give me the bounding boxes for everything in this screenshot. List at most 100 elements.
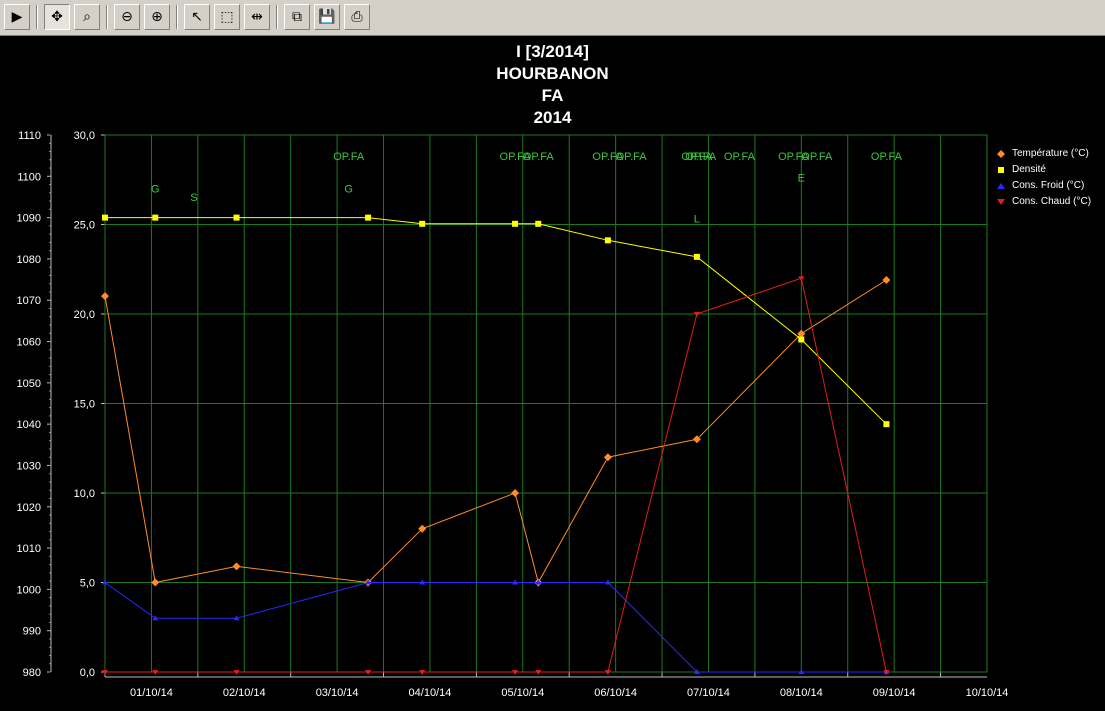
- annotation-label: OP.FA: [523, 151, 555, 163]
- data-point: [512, 579, 519, 585]
- data-point: [152, 670, 159, 675]
- data-point: [151, 578, 160, 587]
- data-point: [693, 253, 700, 260]
- toolbar-separator: [276, 5, 278, 29]
- toolbar-separator: [36, 5, 38, 29]
- copy-button[interactable]: ⧉: [284, 4, 310, 30]
- y-left-tick-label: 1060: [17, 337, 41, 349]
- legend-item-densite: Densité: [996, 162, 1104, 178]
- y-right-tick-label: 10,0: [74, 488, 95, 500]
- y-left-tick-label: 1010: [17, 543, 41, 555]
- y-left-tick-label: 1090: [17, 213, 41, 225]
- annotation-label: OP.FA: [724, 151, 756, 163]
- annotation-label: OP.FA: [333, 151, 365, 163]
- annotation-label: OP.FA: [616, 151, 648, 163]
- play-button[interactable]: ▶: [4, 4, 30, 30]
- y-right-tick-label: 25,0: [74, 220, 95, 232]
- annotation-label: OP.FA: [500, 151, 532, 163]
- annotation-label: OP.FA: [681, 151, 713, 163]
- dotted-rect-icon: ⬚: [220, 9, 234, 25]
- y-left-tick-label: 1110: [18, 130, 41, 142]
- zoom-area-icon: ⌕: [83, 9, 91, 25]
- legend-item-temperature: Température (°C): [996, 146, 1104, 162]
- annotation-label: G: [151, 183, 160, 195]
- legend-item-cons-froid: Cons. Froid (°C): [996, 178, 1104, 194]
- data-point: [798, 276, 805, 282]
- data-point: [512, 220, 519, 227]
- x-tick-label: 08/10/14: [780, 687, 823, 699]
- y-left-tick-label: 990: [23, 626, 41, 638]
- zoom-area-button[interactable]: ⌕: [74, 4, 100, 30]
- annotation-label: OP.FA: [778, 151, 810, 163]
- y-left-tick-label: 1070: [17, 295, 41, 307]
- data-point: [798, 669, 805, 674]
- data-point: [535, 579, 542, 585]
- data-point: [365, 670, 372, 675]
- x-tick-label: 10/10/14: [966, 687, 1009, 699]
- annotation-label: G: [344, 183, 353, 195]
- data-point: [535, 220, 542, 227]
- data-point: [604, 670, 611, 675]
- chart-title-line-2: HOURBANON: [496, 64, 609, 83]
- annotation-label: S: [190, 192, 197, 204]
- data-point: [692, 435, 701, 444]
- toolbar-separator: [176, 5, 178, 29]
- data-point: [419, 220, 426, 227]
- zoom-in-icon: ⊕: [151, 9, 163, 25]
- save-button[interactable]: 💾: [314, 4, 340, 30]
- select-pointer-button[interactable]: ↖: [184, 4, 210, 30]
- print-button[interactable]: ⎙: [344, 4, 370, 30]
- x-tick-label: 09/10/14: [873, 687, 916, 699]
- data-point: [152, 615, 159, 621]
- data-point: [419, 579, 426, 585]
- copy-icon: ⧉: [292, 9, 302, 25]
- zoom-in-button[interactable]: ⊕: [144, 4, 170, 30]
- fit-width-button[interactable]: ⇹: [244, 4, 270, 30]
- y-left-tick-label: 980: [23, 667, 41, 679]
- data-point: [365, 214, 372, 221]
- data-point: [512, 670, 519, 675]
- data-point: [693, 312, 700, 317]
- y-left-tick-label: 1080: [17, 254, 41, 266]
- printer-icon: ⎙: [351, 9, 363, 25]
- data-point: [232, 562, 241, 571]
- y-left-tick-label: 1100: [17, 171, 41, 183]
- zoom-out-icon: ⊖: [121, 9, 133, 25]
- pan-button[interactable]: ✥: [44, 4, 70, 30]
- data-point: [101, 292, 109, 301]
- annotation-label: OP.FA: [592, 151, 624, 163]
- y-left-tick-label: 1030: [17, 460, 41, 472]
- floppy-disk-icon: 💾: [318, 9, 336, 25]
- select-rect-button[interactable]: ⬚: [214, 4, 240, 30]
- y-right-tick-label: 20,0: [74, 309, 95, 321]
- chart-title-line-1: I [3/2014]: [516, 42, 589, 61]
- annotation-label: OP.FA: [871, 151, 903, 163]
- data-point: [102, 579, 108, 585]
- data-point: [233, 214, 240, 221]
- square-marker-icon: [998, 167, 1004, 173]
- data-point: [604, 579, 611, 585]
- data-point: [883, 421, 890, 428]
- data-point: [603, 453, 612, 462]
- legend-label: Température (°C): [1012, 148, 1089, 159]
- legend-label: Densité: [1012, 164, 1046, 175]
- x-tick-label: 06/10/14: [594, 687, 637, 699]
- legend: Température (°C) Densité Cons. Froid (°C…: [996, 146, 1104, 210]
- data-point: [233, 670, 240, 675]
- legend-label: Cons. Froid (°C): [1012, 180, 1085, 191]
- y-left-tick-label: 1050: [17, 378, 41, 390]
- data-point: [365, 579, 372, 585]
- y-right-tick-label: 5,0: [80, 578, 95, 590]
- annotation-label: OP.FA: [801, 151, 833, 163]
- zoom-out-button[interactable]: ⊖: [114, 4, 140, 30]
- fit-width-icon: ⇹: [251, 9, 263, 25]
- play-icon: ▶: [11, 9, 23, 25]
- annotation-label: E: [798, 173, 805, 185]
- data-point: [797, 329, 806, 338]
- legend-label: Cons. Chaud (°C): [1012, 196, 1092, 207]
- diamond-marker-icon: [997, 150, 1005, 158]
- x-tick-label: 04/10/14: [409, 687, 452, 699]
- data-point: [883, 670, 890, 675]
- toolbar-separator: [106, 5, 108, 29]
